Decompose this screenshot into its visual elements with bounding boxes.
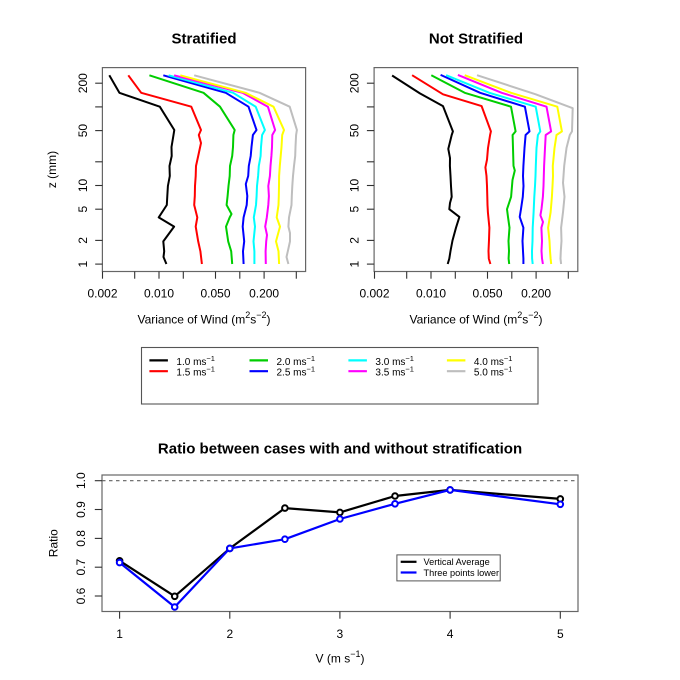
svg-text:Vertical Average: Vertical Average (424, 557, 490, 567)
svg-text:5: 5 (557, 627, 564, 641)
svg-text:4.0 ms−1: 4.0 ms−1 (474, 354, 513, 368)
svg-text:1: 1 (76, 260, 90, 267)
svg-text:50: 50 (348, 124, 362, 138)
svg-text:0.002: 0.002 (87, 286, 117, 300)
svg-text:0.010: 0.010 (144, 286, 174, 300)
svg-text:1.0: 1.0 (74, 472, 88, 489)
svg-text:0.010: 0.010 (416, 286, 446, 300)
svg-text:3.0 ms−1: 3.0 ms−1 (375, 354, 414, 368)
svg-text:z (mm): z (mm) (45, 151, 59, 188)
svg-text:3.5 ms−1: 3.5 ms−1 (375, 365, 414, 379)
svg-text:0.002: 0.002 (359, 286, 389, 300)
svg-text:0.050: 0.050 (472, 286, 502, 300)
svg-text:Stratified: Stratified (171, 31, 236, 48)
svg-text:1: 1 (116, 627, 123, 641)
svg-text:0.8: 0.8 (74, 530, 88, 547)
svg-text:0.7: 0.7 (74, 559, 88, 576)
svg-text:0.050: 0.050 (200, 286, 230, 300)
svg-text:Variance of Wind (m2s−2): Variance of Wind (m2s−2) (409, 310, 542, 327)
svg-text:3: 3 (337, 627, 344, 641)
svg-text:2.0 ms−1: 2.0 ms−1 (277, 354, 316, 368)
svg-text:2: 2 (226, 627, 233, 641)
svg-text:10: 10 (348, 179, 362, 193)
svg-text:1: 1 (348, 260, 362, 267)
svg-text:1.5 ms−1: 1.5 ms−1 (176, 365, 215, 379)
svg-text:0.6: 0.6 (74, 587, 88, 604)
svg-text:2: 2 (348, 237, 362, 244)
svg-text:200: 200 (348, 73, 362, 93)
svg-text:5: 5 (76, 206, 90, 213)
svg-text:10: 10 (76, 179, 90, 193)
svg-text:Not Stratified: Not Stratified (429, 31, 523, 48)
svg-text:5: 5 (348, 206, 362, 213)
svg-text:5.0 ms−1: 5.0 ms−1 (474, 365, 513, 379)
svg-text:0.9: 0.9 (74, 501, 88, 518)
svg-text:1.0 ms−1: 1.0 ms−1 (176, 354, 215, 368)
svg-text:0.200: 0.200 (521, 286, 551, 300)
svg-text:Three points lower: Three points lower (424, 568, 500, 578)
svg-text:Ratio: Ratio (47, 529, 61, 557)
svg-text:0.200: 0.200 (249, 286, 279, 300)
svg-text:4: 4 (447, 627, 454, 641)
svg-text:200: 200 (76, 73, 90, 93)
svg-text:Ratio between cases with and w: Ratio between cases with and without str… (158, 441, 522, 458)
svg-text:50: 50 (76, 124, 90, 138)
svg-text:2.5 ms−1: 2.5 ms−1 (277, 365, 316, 379)
svg-text:2: 2 (76, 237, 90, 244)
svg-text:Variance of Wind (m2s−2): Variance of Wind (m2s−2) (137, 310, 270, 327)
